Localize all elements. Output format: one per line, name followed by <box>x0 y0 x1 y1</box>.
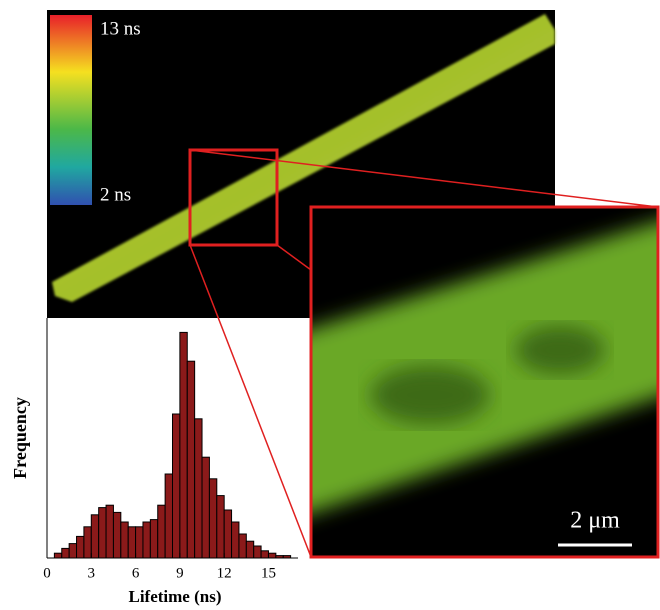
bar <box>121 522 128 558</box>
bar <box>143 522 150 558</box>
zoom-shade <box>515 325 605 375</box>
bar <box>254 546 261 558</box>
bar <box>217 496 224 558</box>
bar <box>187 361 194 558</box>
bar <box>261 551 268 558</box>
bar <box>224 510 231 558</box>
bar <box>99 508 106 558</box>
bar <box>113 512 120 558</box>
x-tick-label: 9 <box>176 565 184 581</box>
bar <box>246 541 253 558</box>
figure: 13 ns 2 ns 2 μm Frequency Lifetime (ns) … <box>0 0 660 610</box>
colorbar-max: 13 ns <box>100 18 141 39</box>
bar <box>180 332 187 558</box>
bar <box>173 414 180 558</box>
bar <box>77 536 84 558</box>
bar <box>136 527 143 558</box>
colorbar <box>50 15 92 205</box>
bar <box>150 520 157 558</box>
bar <box>209 479 216 558</box>
bar <box>158 505 165 558</box>
x-axis-label: Lifetime (ns) <box>128 587 221 606</box>
x-tick-label: 0 <box>43 565 51 581</box>
y-axis-label: Frequency <box>10 397 30 479</box>
bar <box>165 474 172 558</box>
x-tick-label: 15 <box>261 565 276 581</box>
bar <box>69 544 76 558</box>
zoom-shade <box>370 365 490 425</box>
colorbar-min: 2 ns <box>100 184 131 205</box>
bar <box>91 515 98 558</box>
x-tick-label: 12 <box>217 565 232 581</box>
scale-bar-label: 2 μm <box>570 508 620 534</box>
x-tick-label: 3 <box>88 565 96 581</box>
bar <box>232 522 239 558</box>
bar <box>84 527 91 558</box>
bar <box>106 505 113 558</box>
x-tick-label: 6 <box>132 565 140 581</box>
bar <box>54 553 61 558</box>
bar <box>239 534 246 558</box>
bar <box>268 553 275 558</box>
bar <box>62 548 69 558</box>
bar <box>202 457 209 558</box>
bar <box>195 419 202 558</box>
bar <box>128 527 135 558</box>
